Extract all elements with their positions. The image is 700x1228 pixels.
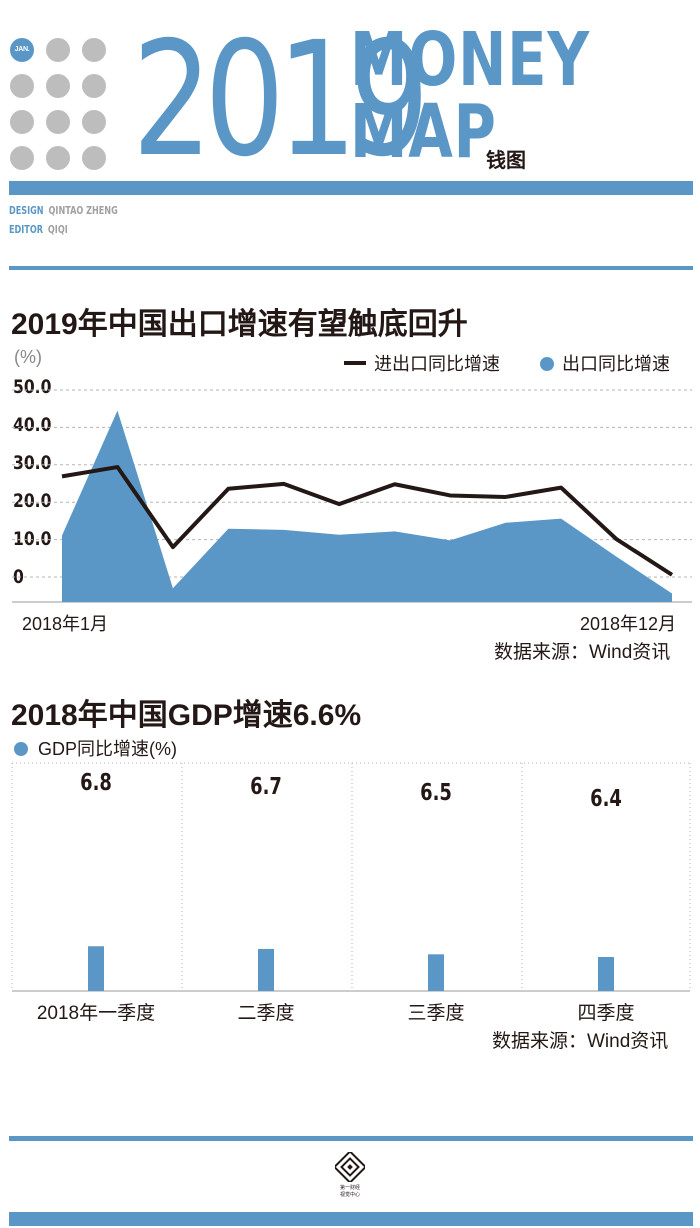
- header-title-line1: MONEY: [350, 17, 590, 103]
- design-credit: DESIGN QINTAO ZHENG: [9, 204, 118, 217]
- month-dot: [46, 110, 70, 134]
- y-tick-label: 10.0: [13, 528, 52, 550]
- header-year: 2019: [132, 8, 430, 192]
- design-key: DESIGN: [9, 204, 44, 217]
- header-title-cn: 钱图: [486, 150, 526, 172]
- export-area: [62, 410, 672, 602]
- month-dot: [46, 74, 70, 98]
- logo-text-line: 第一财经: [339, 1185, 360, 1191]
- month-dot: [82, 38, 106, 62]
- gdp-bar: [258, 948, 274, 991]
- month-dot: [10, 110, 34, 134]
- category-label: 二季度: [237, 1003, 295, 1024]
- logo-text-line: 视觉中心: [339, 1192, 360, 1198]
- month-dot: [82, 110, 106, 134]
- bar-value-label: 6.5: [420, 780, 452, 806]
- header-rule: [9, 181, 693, 195]
- gdp-legend-label: GDP同比增速(%): [38, 739, 177, 759]
- month-dot: [10, 146, 34, 170]
- legend-line: 进出口同比增速: [344, 350, 500, 376]
- editor-key: EDITOR: [9, 223, 43, 236]
- editor-name: QIQI: [47, 223, 68, 236]
- month-dot-grid: JAN.: [10, 38, 106, 170]
- footer-rule: [9, 1136, 693, 1141]
- gdp-legend-swatch: [14, 742, 28, 756]
- bar-value-label: 6.7: [250, 774, 282, 800]
- legend-area: 出口同比增速: [540, 350, 670, 376]
- publisher-logo: 第一财经 视觉中心: [333, 1150, 367, 1200]
- category-label: 三季度: [407, 1003, 465, 1024]
- gdp-chart: [11, 762, 691, 992]
- section-rule: [9, 266, 693, 270]
- gdp-legend: GDP同比增速(%): [14, 735, 177, 761]
- chart2-source: 数据来源：Wind资讯: [492, 1031, 669, 1052]
- bar-value-label: 6.4: [590, 786, 622, 812]
- bar-value-label: 6.8: [80, 770, 112, 796]
- month-badge: JAN.: [14, 46, 30, 53]
- month-dot: [82, 74, 106, 98]
- month-dot: [46, 146, 70, 170]
- chart1-title: 2019年中国出口增速有望触底回升: [11, 308, 468, 341]
- legend-line-label: 进出口同比增速: [374, 354, 500, 374]
- gdp-bar: [428, 954, 444, 991]
- y-tick-label: 20.0: [13, 490, 52, 512]
- month-dot: [82, 146, 106, 170]
- chart1-unit: (%): [14, 347, 42, 367]
- gdp-bar: [598, 957, 614, 991]
- design-name: QINTAO ZHENG: [48, 204, 118, 217]
- y-tick-label: 50.0: [13, 376, 52, 398]
- chart2-title: 2018年中国GDP增速6.6%: [11, 699, 362, 732]
- footer-bar: [9, 1212, 693, 1226]
- logo-mark-icon: [333, 1150, 367, 1184]
- chart1-source: 数据来源：Wind资讯: [494, 642, 671, 663]
- gdp-bar: [88, 946, 104, 991]
- y-tick-label: 40.0: [13, 414, 52, 436]
- y-tick-label: 30.0: [13, 452, 52, 474]
- export-chart: [12, 389, 692, 603]
- x-tick-label-end: 2018年12月: [580, 614, 677, 634]
- editor-credit: EDITOR QIQI: [9, 223, 68, 236]
- month-dot-jan: JAN.: [10, 38, 34, 62]
- x-tick-label-start: 2018年1月: [22, 614, 109, 634]
- category-label: 2018年一季度: [36, 1003, 156, 1024]
- legend-area-swatch: [540, 357, 554, 371]
- logo-text: 第一财经 视觉中心: [327, 1184, 373, 1198]
- header-title-line2: MAP: [350, 89, 497, 175]
- category-label: 四季度: [577, 1003, 635, 1024]
- legend-area-label: 出口同比增速: [562, 354, 670, 374]
- month-dot: [46, 38, 70, 62]
- trade-line: [61, 465, 674, 577]
- legend-line-swatch: [344, 361, 366, 365]
- month-dot: [10, 74, 34, 98]
